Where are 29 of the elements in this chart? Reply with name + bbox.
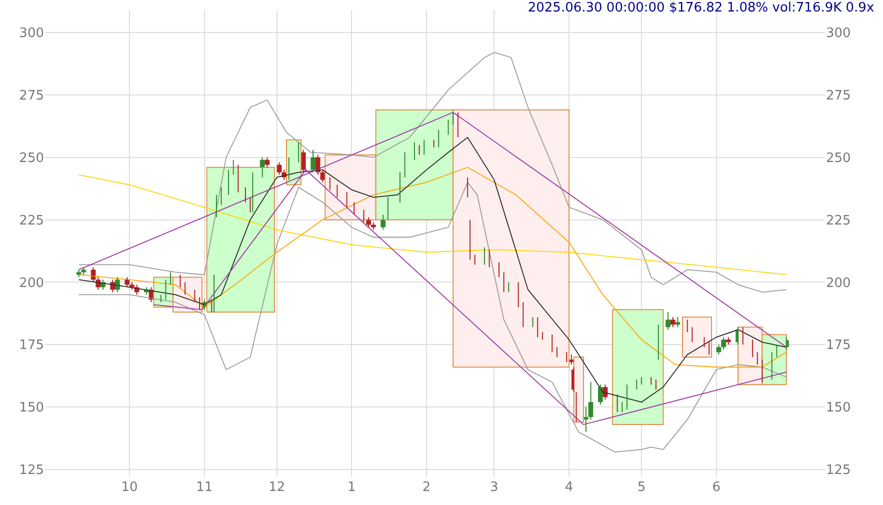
x-tick-label: 5 bbox=[637, 480, 646, 495]
x-tick-label: 2 bbox=[422, 480, 431, 495]
y-tick-label: 250 bbox=[19, 150, 44, 166]
y2-tick-label: 125 bbox=[826, 463, 851, 478]
y2-tick-label: 275 bbox=[826, 88, 851, 104]
y-tick-label: 125 bbox=[19, 463, 44, 478]
y-tick-label: 150 bbox=[19, 400, 44, 416]
line-series bbox=[78, 174, 787, 276]
y-tick-label: 200 bbox=[19, 276, 44, 291]
chart-title: 2025.06.30 00:00:00 $176.82 1.08% vol:716.9K 0.9x bbox=[528, 0, 874, 16]
x-tick-label: 3 bbox=[490, 480, 498, 495]
y2-tick-label: 175 bbox=[826, 338, 851, 354]
y-tick-label: 225 bbox=[19, 213, 44, 228]
line-series bbox=[78, 182, 787, 452]
y-tick-label: 300 bbox=[19, 26, 44, 42]
y2-tick-label: 300 bbox=[826, 26, 851, 42]
y2-tick-label: 150 bbox=[826, 400, 851, 416]
x-tick-label: 12 bbox=[268, 480, 286, 495]
y-tick-label: 275 bbox=[19, 88, 44, 104]
x-tick-label: 11 bbox=[196, 480, 213, 495]
y-tick-label: 175 bbox=[19, 338, 44, 354]
x-tick-label: 6 bbox=[712, 480, 720, 495]
x-tick-label: 1 bbox=[348, 480, 356, 495]
y2-tick-label: 200 bbox=[826, 276, 851, 291]
x-tick-label: 10 bbox=[121, 480, 138, 495]
y2-tick-label: 225 bbox=[826, 213, 851, 228]
x-tick-label: 4 bbox=[564, 480, 574, 495]
line-series bbox=[78, 52, 787, 293]
y2-tick-label: 250 bbox=[826, 150, 851, 166]
